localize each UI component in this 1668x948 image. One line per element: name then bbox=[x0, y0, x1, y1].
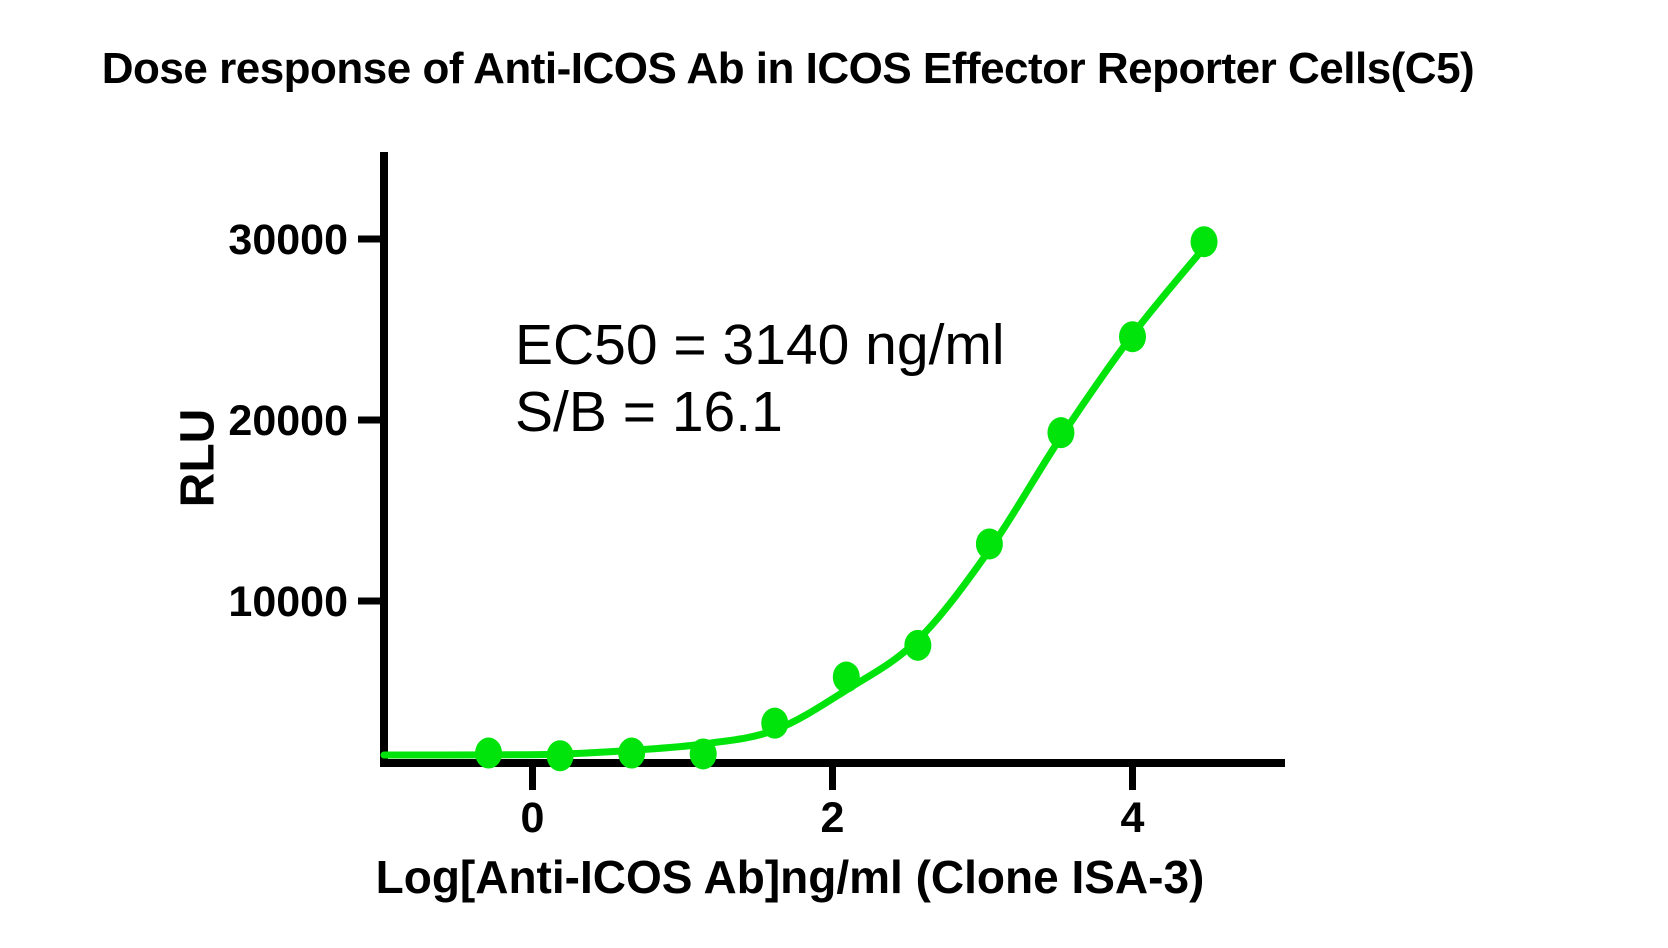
data-point bbox=[761, 707, 789, 739]
fit-results-annotation: EC50 = 3140 ng/ml S/B = 16.1 bbox=[515, 312, 1005, 446]
x-tick-label: 0 bbox=[521, 794, 545, 842]
data-point bbox=[618, 737, 646, 769]
data-point bbox=[1190, 226, 1218, 258]
data-point bbox=[1119, 321, 1146, 353]
ec50-value-text: EC50 = 3140 ng/ml bbox=[515, 313, 1005, 377]
data-point bbox=[475, 737, 503, 769]
x-axis-label: Log[Anti-ICOS Ab]ng/ml (Clone ISA-3) bbox=[375, 851, 1205, 903]
y-tick-label: 20000 bbox=[228, 397, 348, 445]
data-point bbox=[689, 738, 717, 770]
signal-to-background-text: S/B = 16.1 bbox=[515, 380, 783, 444]
data-point bbox=[904, 629, 932, 661]
y-axis-label: RLU bbox=[171, 408, 225, 508]
chart-title: Dose response of Anti-ICOS Ab in ICOS Ef… bbox=[101, 44, 1475, 93]
data-point bbox=[1047, 417, 1075, 449]
y-tick-label: 30000 bbox=[228, 216, 348, 264]
y-tick-label: 10000 bbox=[228, 578, 348, 626]
x-tick-label: 4 bbox=[1121, 794, 1145, 842]
data-point bbox=[975, 528, 1003, 560]
data-point bbox=[832, 661, 860, 693]
x-tick-label: 2 bbox=[821, 794, 845, 842]
data-point bbox=[546, 740, 574, 772]
